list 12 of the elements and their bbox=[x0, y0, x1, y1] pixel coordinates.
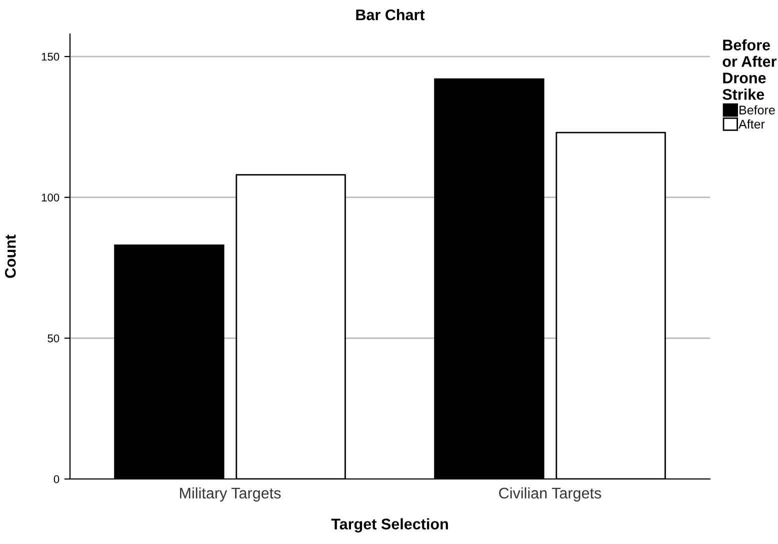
y-axis-title: Count bbox=[4, 234, 16, 278]
x-tick-label: Military Targets bbox=[180, 487, 281, 502]
y-tick-label: 150 bbox=[42, 52, 60, 61]
y-tick-label: 0 bbox=[54, 475, 60, 484]
legend-label: After bbox=[738, 119, 765, 129]
legend-label: Before bbox=[740, 105, 775, 114]
chart-title: Bar Chart bbox=[356, 9, 425, 20]
legend-title: Before or After Drone Strike bbox=[722, 39, 777, 100]
x-axis-title: Target Selection bbox=[331, 518, 448, 533]
y-tick-label: 50 bbox=[48, 334, 60, 342]
y-tick-label: 100 bbox=[42, 194, 60, 202]
x-tick-label: Civilian Targets bbox=[499, 487, 602, 502]
